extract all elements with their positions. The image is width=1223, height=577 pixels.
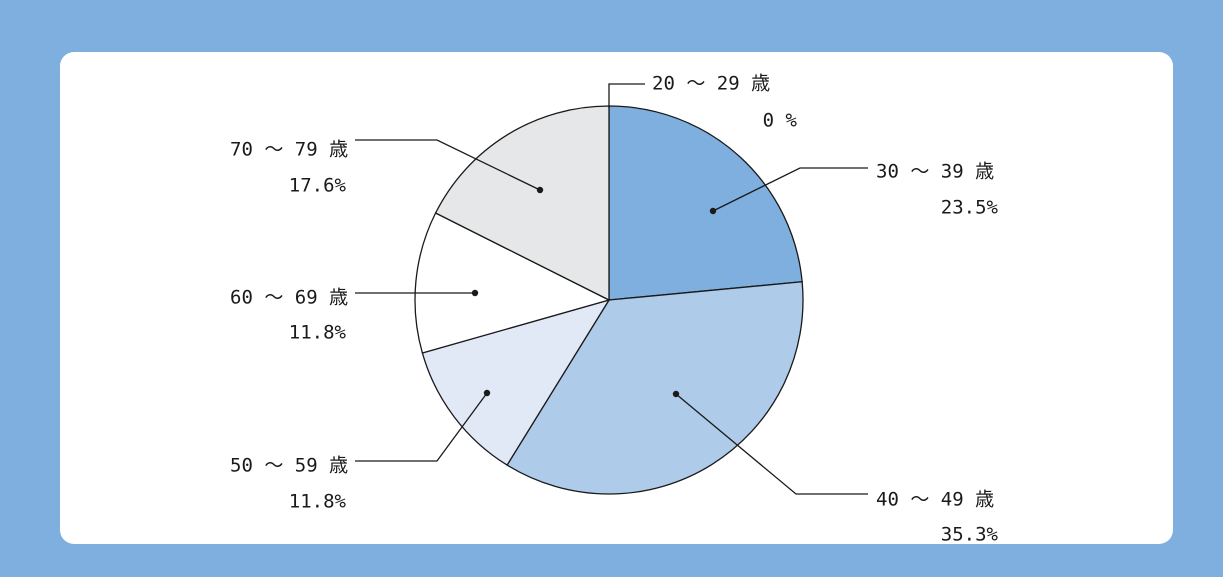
leader-line-1 (712, 167, 868, 212)
leader-line-3 (355, 392, 488, 462)
leader-dot-4 (471, 289, 479, 297)
leader-lines (355, 83, 868, 495)
leader-line-2 (675, 393, 868, 495)
leader-dot-1 (709, 207, 717, 215)
slice-value-0: 0 % (763, 110, 798, 132)
slice-label-2: 40 ～ 49 歳 (876, 489, 994, 511)
pie-slice-4 (414, 212, 611, 354)
pie-slice-1 (608, 105, 803, 301)
slice-labels: 20 ～ 29 歳 0 % 30 ～ 39 歳 23.5% 40 ～ 49 歳 35.3%… (230, 73, 999, 546)
leader-dot-5 (536, 186, 544, 194)
leader-line-0 (608, 83, 645, 108)
slice-label-3: 50 ～ 59 歳 (230, 455, 348, 477)
leader-dot-3 (483, 389, 491, 397)
slice-value-4: 11.8% (289, 322, 347, 344)
leader-line-5 (355, 139, 541, 191)
pie-slices (414, 105, 804, 495)
slice-value-2: 35.3% (941, 524, 999, 546)
pie-slice-5 (434, 105, 610, 302)
leader-dot-2 (672, 390, 680, 398)
slice-value-1: 23.5% (941, 197, 999, 219)
slice-label-1: 30 ～ 39 歳 (876, 161, 994, 183)
slice-label-5: 70 ～ 79 歳 (230, 139, 348, 161)
pie-slice-3 (421, 298, 611, 466)
slice-label-0: 20 ～ 29 歳 (652, 73, 770, 95)
slice-value-3: 11.8% (289, 491, 347, 513)
slice-label-4: 60 ～ 69 歳 (230, 287, 348, 309)
pie-slice-2 (506, 281, 804, 495)
slice-value-5: 17.6% (289, 175, 347, 197)
